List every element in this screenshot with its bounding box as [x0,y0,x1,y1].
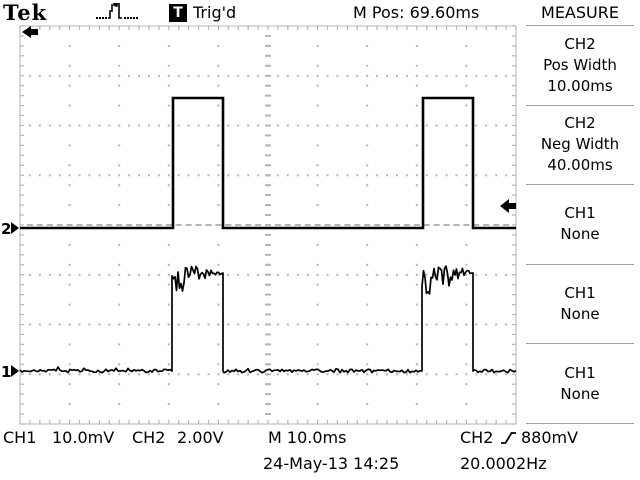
datetime-readout: 24-May-13 14:25 [263,454,400,473]
rising-edge-icon [501,432,516,444]
measure-box-2[interactable]: CH2 Neg Width 40.00ms [526,104,634,185]
ch1-zero-marker: 1 [1,363,11,381]
frequency-readout: 20.0002Hz [460,454,547,473]
ch2-trace [20,96,516,230]
tek-logo: Tek [3,0,48,25]
ch1-zero-arrow-icon [11,365,19,377]
measure-menu-title: MEASURE [541,3,619,22]
measure-channel: CH1 [564,363,596,382]
ch2-scale-label: CH2 [132,428,166,447]
measure-box-1[interactable]: CH2 Pos Width 10.00ms [526,25,634,105]
trigger-source: CH2 [460,428,494,447]
measure-type: None [560,384,600,403]
ch1-scale-readout: 10.0mV [52,428,115,447]
measure-channel: CH1 [564,204,596,223]
header-bar: Tek T Trig'd M Pos: 69.60ms MEASURE [0,0,640,25]
pulse-waveform-icon [96,3,138,19]
trigger-position-arrow-icon [22,26,38,38]
measure-channel: CH2 [564,114,596,133]
measure-type: Pos Width [543,55,617,74]
graticule [19,25,517,425]
trigger-status: Trig'd [193,3,237,22]
scope-screen: 21 [1,25,517,425]
ch2-zero-arrow-icon [11,222,19,234]
measure-channel: CH2 [564,34,596,53]
ch2-zero-marker: 2 [1,220,11,238]
measure-value: 10.00ms [547,76,613,95]
ch1-scale-label: CH1 [3,428,37,447]
measure-box-5[interactable]: CH1 None [526,343,634,424]
ch2-scale-readout: 2.00V [177,428,224,447]
measure-box-4[interactable]: CH1 None [526,263,634,344]
measure-type: None [560,225,600,244]
markers: 21 [1,26,516,381]
trigger-level-readout: 880mV [521,428,579,447]
measure-type: Neg Width [540,135,620,154]
measure-value: 40.00ms [547,156,613,175]
measure-channel: CH1 [564,284,596,303]
timebase-readout: M 10.0ms [268,428,347,447]
ch1-trace [19,265,517,374]
measure-box-3[interactable]: CH1 None [526,184,634,264]
m-pos-readout: M Pos: 69.60ms [353,3,480,22]
trigger-badge: T [169,4,187,22]
measure-menu: CH2 Pos Width 10.00ms CH2 Neg Width 40.0… [520,25,640,424]
measure-type: None [560,305,600,324]
trigger-level-arrow-icon [500,199,516,213]
